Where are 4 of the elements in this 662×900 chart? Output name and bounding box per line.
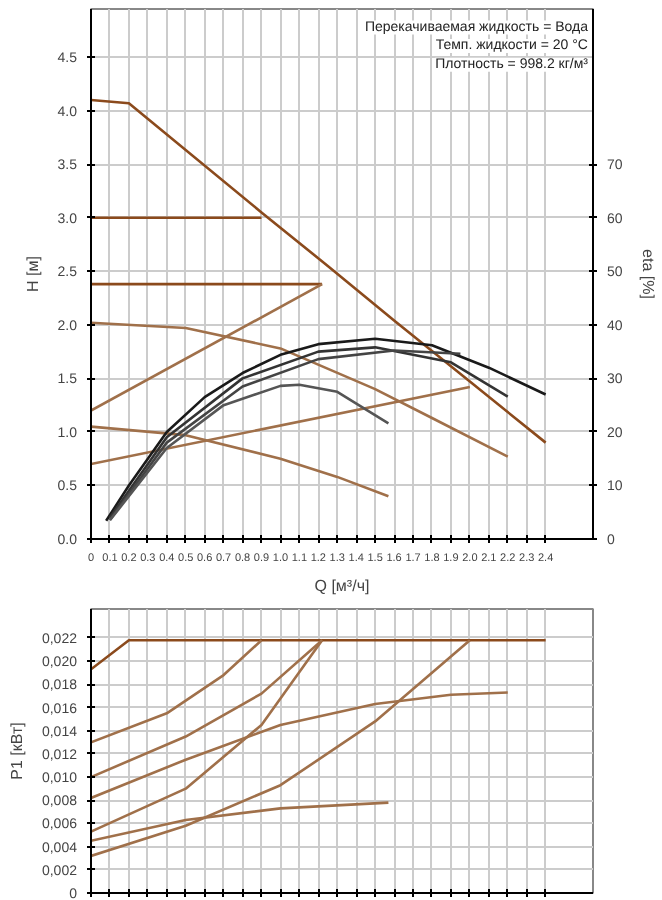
- y-axis-title: H [м]: [23, 256, 42, 292]
- y-axis-title: P1 [кВт]: [7, 722, 26, 780]
- y2-axis-title: eta [%]: [638, 249, 657, 299]
- x-axis-title: Q [м³/ч]: [314, 577, 370, 595]
